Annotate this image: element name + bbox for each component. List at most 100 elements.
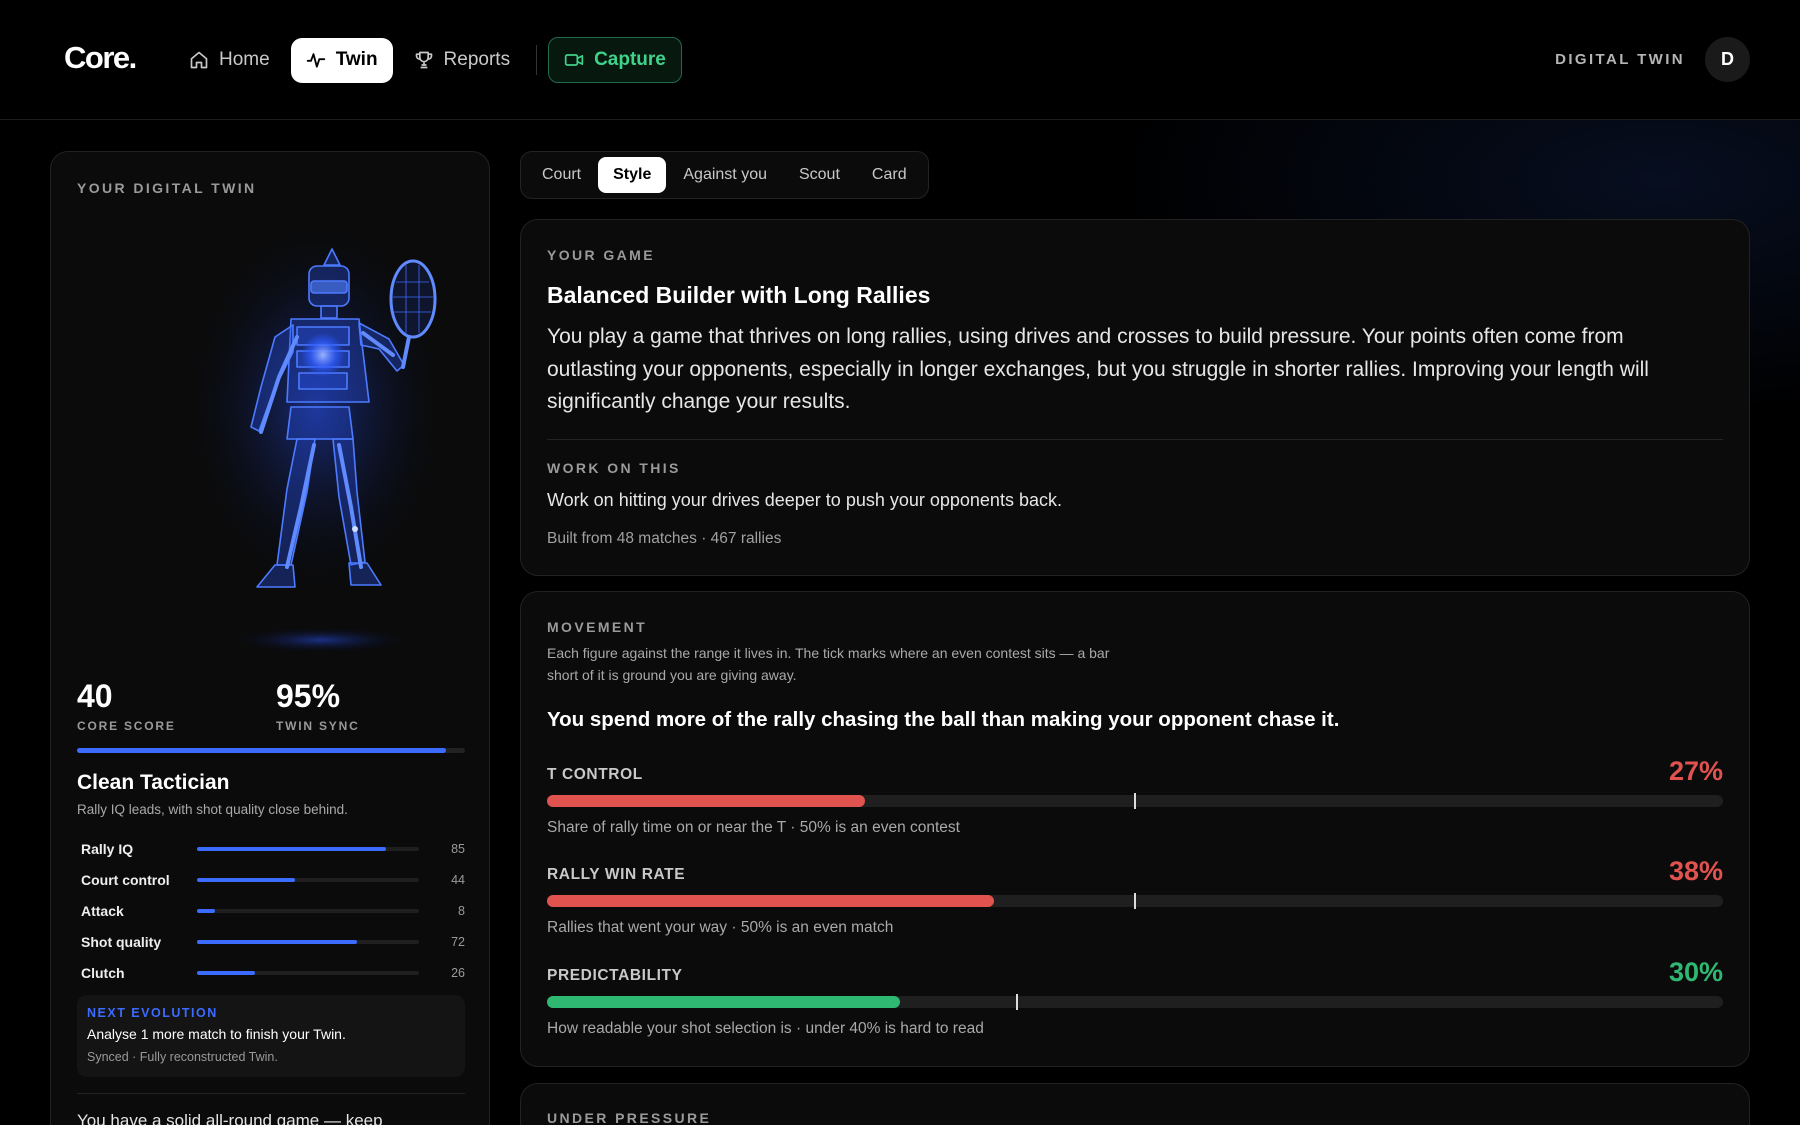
divider (77, 1093, 465, 1094)
metric-bar-fill (547, 996, 900, 1008)
twin-sync-value: 95% (276, 678, 341, 714)
home-icon (190, 51, 208, 69)
stat-row: Attack 8 (81, 895, 465, 926)
your-game-label: YOUR GAME (547, 247, 655, 263)
trophy-icon (415, 51, 432, 69)
stat-value: 44 (451, 872, 465, 887)
capture-button[interactable]: Capture (548, 37, 682, 83)
top-navigation-bar: Core. Home Twin Reports Capture DIGITAL … (0, 0, 1800, 120)
under-pressure-label: UNDER PRESSURE (547, 1110, 712, 1125)
metric-bar-track (547, 793, 1723, 809)
stat-row: Rally IQ 85 (81, 833, 465, 864)
stat-bar-track (197, 846, 419, 851)
metric-name: RALLY WIN RATE (547, 866, 686, 883)
stat-bar-fill (197, 939, 357, 944)
stat-name: Rally IQ (81, 840, 134, 857)
metric-note: Share of rally time on or near the T · 5… (547, 819, 960, 836)
game-style-description: You play a game that thrives on long ral… (547, 325, 1649, 413)
even-contest-tick (1134, 793, 1136, 809)
stat-bar-track (197, 908, 419, 913)
nav-twin[interactable]: Twin (290, 37, 393, 83)
twin-sync-label: TWIN SYNC (276, 719, 360, 733)
digital-twin-label: DIGITAL TWIN (1555, 51, 1685, 68)
tab-style[interactable]: Style (598, 157, 667, 193)
core-score-block: 40 CORE SCORE (77, 678, 176, 733)
persona-name: Clean Tactician (77, 771, 230, 794)
metric-value: 27% (1668, 756, 1723, 786)
twin-sync-progress-bar (77, 748, 465, 753)
work-on-this-label: WORK ON THIS (547, 460, 681, 476)
even-contest-tick (1134, 893, 1136, 909)
next-evolution-main: Analyse 1 more match to finish your Twin… (87, 1026, 346, 1042)
nav-separator (536, 45, 538, 75)
avatar[interactable]: D (1705, 37, 1750, 82)
stat-name: Attack (81, 902, 124, 919)
metric-note: How readable your shot selection is · un… (547, 1020, 984, 1037)
metric-bar-fill (547, 895, 994, 907)
nav-twin-label: Twin (335, 49, 378, 70)
stat-bar-fill (197, 970, 255, 975)
metric-name: T CONTROL (547, 766, 643, 783)
under-pressure-card: UNDER PRESSURE (520, 1083, 1750, 1125)
stat-name: Shot quality (81, 933, 162, 950)
movement-description: Each figure against the range it lives i… (547, 645, 1110, 683)
stat-bar-fill (197, 877, 295, 882)
movement-card: MOVEMENT Each figure against the range i… (520, 591, 1750, 1067)
movement-label: MOVEMENT (547, 619, 648, 635)
metric-value: 30% (1668, 957, 1723, 987)
stat-bar-track (197, 877, 419, 882)
stat-name: Court control (81, 871, 170, 888)
metric-bar-track (547, 994, 1723, 1010)
stat-bar-fill (197, 846, 386, 851)
twin-panel-title: YOUR DIGITAL TWIN (77, 180, 257, 196)
tab-scout[interactable]: Scout (798, 166, 840, 183)
metric-name: PREDICTABILITY (547, 967, 683, 984)
divider (547, 439, 1723, 440)
stat-value: 85 (451, 841, 465, 856)
game-style-title: Balanced Builder with Long Rallies (547, 282, 931, 308)
app-logo[interactable]: Core. (64, 40, 137, 75)
built-from-text: Built from 48 matches · 467 rallies (547, 530, 782, 547)
nav-home[interactable]: Home (174, 38, 285, 83)
stat-row: Court control 44 (81, 864, 465, 895)
main-nav: Home Twin Reports Capture (174, 37, 682, 83)
capture-label: Capture (594, 49, 666, 70)
stat-value: 26 (451, 965, 465, 980)
twin-sync-progress-fill (77, 748, 446, 753)
work-on-this-text: Work on hitting your drives deeper to pu… (547, 490, 1062, 510)
stat-bar-fill (197, 908, 215, 913)
stat-row: Shot quality 72 (81, 926, 465, 957)
pulse-icon (306, 53, 325, 68)
stat-row: Clutch 26 (81, 957, 465, 988)
video-camera-icon (564, 54, 584, 66)
core-score-value: 40 (77, 678, 113, 714)
twin-sync-block: 95% TWIN SYNC (276, 678, 360, 733)
readability-threshold-tick (1016, 994, 1019, 1010)
next-evolution-title: NEXT EVOLUTION (87, 1006, 218, 1020)
header-right: DIGITAL TWIN D (1555, 37, 1750, 82)
tab-court[interactable]: Court (542, 166, 582, 183)
metric-value: 38% (1668, 856, 1723, 886)
stat-value: 8 (458, 903, 465, 918)
next-evolution-sub: Synced · Fully reconstructed Twin. (87, 1050, 278, 1064)
stat-bar-track (197, 939, 419, 944)
stat-value: 72 (451, 934, 465, 949)
next-evolution-box: NEXT EVOLUTION Analyse 1 more match to f… (77, 995, 465, 1077)
metric-note: Rallies that went your way · 50% is an e… (547, 919, 894, 936)
nav-reports-label: Reports (443, 49, 511, 70)
twin-summary-text: You have a solid all-round game — keep (77, 1111, 383, 1125)
stat-bar-track (197, 970, 419, 975)
metric-bar-track (547, 893, 1723, 909)
stat-name: Clutch (81, 964, 125, 981)
persona-description: Rally IQ leads, with shot quality close … (77, 802, 348, 817)
nav-home-label: Home (219, 49, 270, 70)
digital-twin-panel: YOUR DIGITAL TWIN (50, 151, 490, 1125)
tab-against-you[interactable]: Against you (683, 166, 767, 183)
your-game-card: YOUR GAME Balanced Builder with Long Ral… (520, 219, 1750, 576)
nav-reports[interactable]: Reports (399, 38, 526, 83)
twin-figure-illustration (111, 227, 456, 667)
twin-stats-list: Rally IQ 85 Court control 44 Attack 8 Shot qua… (81, 833, 465, 988)
core-score-label: CORE SCORE (77, 719, 176, 733)
tab-card[interactable]: Card (871, 166, 907, 183)
metric-bar-fill (547, 795, 865, 807)
